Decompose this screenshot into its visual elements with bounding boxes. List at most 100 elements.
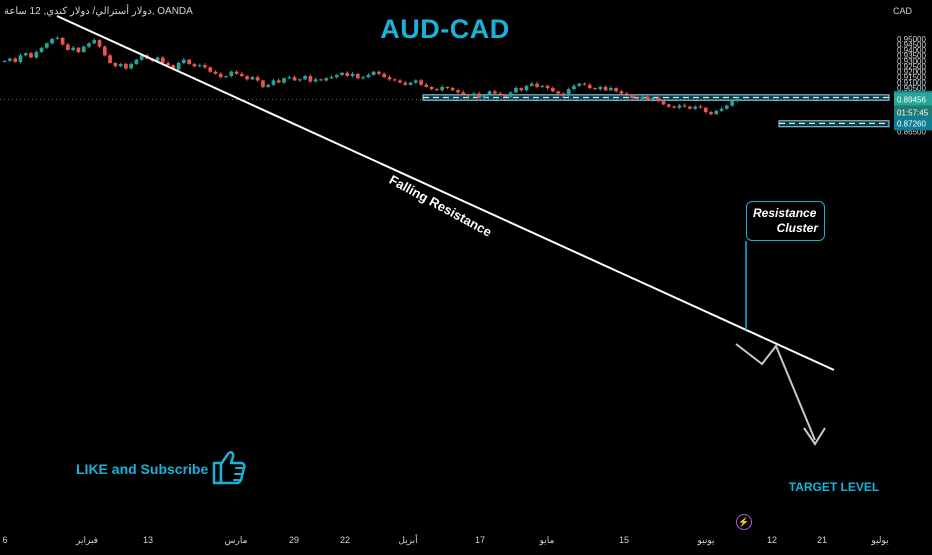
candle-body (408, 82, 413, 85)
callout-line1: Resistance (753, 206, 817, 220)
candle-body (666, 104, 671, 107)
candle-body (118, 64, 123, 67)
candle-body (392, 79, 397, 81)
candle-body (450, 88, 455, 91)
x-tick-label: يوليو (870, 535, 889, 546)
candle-body (203, 65, 207, 68)
x-tick-label: يونيو (696, 535, 715, 546)
x-tick-label: 22 (340, 535, 350, 545)
candle-body (698, 106, 703, 108)
candle-body (456, 90, 460, 93)
thumbs-up-icon (212, 451, 246, 485)
candle-body (387, 77, 392, 80)
candle-body (334, 74, 339, 78)
candle-body (651, 97, 655, 101)
candle-body (76, 47, 81, 53)
candle-body (429, 86, 434, 90)
y-tick-label: 0.86500 (897, 128, 926, 137)
candle-body (81, 46, 86, 53)
candle-body (197, 65, 202, 67)
candle-body (39, 47, 44, 53)
candle-body (424, 84, 429, 87)
y-tick-label: 0.92500 (897, 62, 926, 71)
candle-body (435, 89, 439, 91)
x-tick-label: 6 (2, 535, 7, 545)
candle-body (582, 83, 587, 85)
candle-body (34, 52, 39, 58)
candle-body (255, 77, 260, 81)
candle-body (282, 78, 286, 83)
projection-path (735, 343, 816, 441)
candle-body (645, 96, 650, 101)
candle-body (50, 39, 54, 44)
currency-label: CAD (892, 6, 912, 16)
candle-body (266, 84, 271, 87)
y-tick-label: 0.91500 (897, 73, 926, 82)
candle-body (182, 59, 186, 63)
candle-body (419, 80, 423, 85)
x-tick-label: 15 (619, 535, 629, 545)
candle-body (635, 97, 640, 99)
candle-body (382, 73, 387, 78)
candle-body (619, 91, 624, 94)
candle-body (324, 78, 329, 81)
candle-body (498, 93, 502, 95)
candle-body (113, 62, 118, 67)
candle-body (461, 92, 466, 95)
last-price-tag-bg (894, 92, 932, 107)
candle-body (261, 80, 265, 87)
candle-body (171, 65, 176, 70)
falling-resistance-line (56, 15, 835, 371)
candle-body (234, 71, 239, 74)
candle-body (677, 105, 682, 108)
candle-body (176, 62, 181, 70)
candle-body (240, 73, 244, 77)
x-tick-label: مارس (225, 535, 248, 546)
candle-body (545, 85, 550, 89)
x-tick-label: 21 (817, 535, 827, 545)
candle-body (524, 85, 529, 91)
resistance-cluster-callout[interactable]: Resistance Cluster (746, 201, 825, 241)
candle-body (719, 108, 724, 111)
candle-body (208, 67, 213, 72)
candle-body (129, 64, 133, 69)
candle-body (661, 101, 666, 105)
candle-body (503, 94, 508, 97)
candle-body (8, 58, 12, 61)
candle-body (60, 37, 65, 45)
candle-body (192, 64, 197, 67)
candle-body (366, 74, 371, 78)
candle-body (682, 105, 687, 107)
candle-body (134, 59, 139, 65)
candle-body (102, 46, 107, 56)
x-tick-label: أبريل (398, 533, 417, 546)
candle-body (730, 101, 734, 106)
lightning-icon[interactable]: ⚡ (736, 514, 752, 530)
y-tick-label: 0.94500 (897, 40, 926, 49)
candle-body (345, 72, 350, 77)
target-level-label: TARGET LEVEL (788, 480, 880, 494)
candle-body (693, 106, 698, 109)
candle-body (160, 57, 165, 63)
y-tick-label: 0.90500 (897, 84, 926, 93)
countdown-tag: 01:57:45 (897, 108, 929, 117)
candle-body (735, 98, 740, 102)
candle-body (508, 92, 513, 97)
candle-body (398, 80, 402, 83)
symbol-source[interactable]: دولار أسترالي/ دولار كندي, 12 ساعة, OAND… (4, 6, 193, 17)
candle-body (166, 62, 170, 66)
candle-body (377, 71, 381, 74)
candle-body (477, 93, 481, 98)
candle-body (340, 72, 344, 75)
candle-body (229, 71, 234, 77)
candle-body (672, 106, 676, 108)
candle-body (23, 53, 28, 56)
candle-body (97, 40, 102, 47)
candle-body (13, 58, 18, 62)
projection-arrowhead (803, 427, 826, 446)
y-tick-label: 0.93500 (897, 51, 926, 60)
candle-body (656, 97, 661, 102)
candle-body (87, 43, 91, 47)
